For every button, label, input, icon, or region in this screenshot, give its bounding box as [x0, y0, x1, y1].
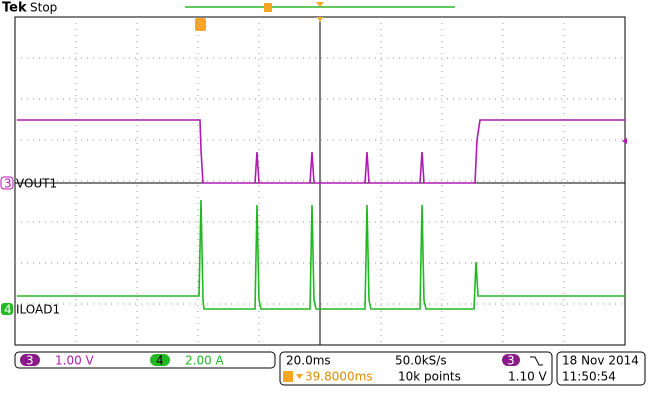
ch4-badge [150, 354, 170, 366]
time-scale: 20.0ms [286, 354, 331, 368]
trigger-pos-icon [264, 3, 272, 12]
iload-trace [17, 199, 625, 310]
delay-arrow [296, 374, 303, 379]
channel-box [14, 351, 276, 369]
delay-icon [283, 371, 293, 382]
datetime-box [556, 351, 646, 386]
ch3-scale: 1.00 V [55, 354, 95, 368]
brand: Tek [2, 1, 27, 16]
ch3-marker [0, 176, 14, 190]
trigger-marker [195, 18, 206, 31]
ch3-number: 3 [4, 177, 12, 191]
trig-badge [502, 354, 520, 366]
ch4-marker [1, 303, 13, 315]
ch3-label: VOUT1 [16, 177, 57, 191]
trigger-point [317, 17, 323, 22]
timebase-box [279, 351, 553, 386]
sample-rate: 50.0kS/s [395, 354, 447, 368]
vout-trace [17, 119, 625, 184]
date: 18 Nov 2014 [562, 354, 639, 368]
slope-icon [530, 356, 543, 366]
ch4-badge-num: 4 [156, 354, 164, 368]
ch4-label: ILOAD1 [16, 303, 60, 317]
trig-level: 1.10 V [508, 370, 548, 384]
ch4-scale: 2.00 A [185, 354, 225, 368]
trigger-arrow [316, 2, 324, 7]
delay: 39.8000ms [305, 370, 373, 384]
ch3-badge [20, 354, 40, 366]
status: Stop [30, 1, 57, 15]
trig-source: 3 [507, 354, 515, 368]
time: 11:50:54 [562, 370, 616, 384]
record-length: 10k points [398, 370, 461, 384]
trigger-level [622, 138, 627, 144]
ch4-number: 4 [4, 303, 12, 317]
ch3-badge-num: 3 [26, 354, 34, 368]
